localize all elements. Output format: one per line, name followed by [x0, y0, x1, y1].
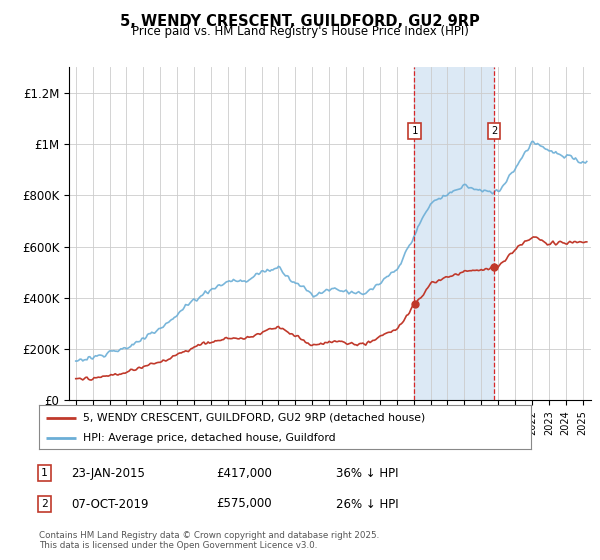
Text: Contains HM Land Registry data © Crown copyright and database right 2025.
This d: Contains HM Land Registry data © Crown c…: [39, 531, 379, 550]
Text: 36% ↓ HPI: 36% ↓ HPI: [336, 466, 398, 480]
Text: 26% ↓ HPI: 26% ↓ HPI: [336, 497, 398, 511]
Text: 1: 1: [41, 468, 47, 478]
Bar: [415, 67, 494, 400]
Text: 2: 2: [41, 499, 47, 509]
Text: Price paid vs. HM Land Registry's House Price Index (HPI): Price paid vs. HM Land Registry's House …: [131, 25, 469, 38]
Text: £417,000: £417,000: [216, 466, 272, 480]
Text: £575,000: £575,000: [216, 497, 272, 511]
Text: 07-OCT-2019: 07-OCT-2019: [71, 497, 148, 511]
Text: 1: 1: [412, 126, 418, 136]
Text: 5, WENDY CRESCENT, GUILDFORD, GU2 9RP: 5, WENDY CRESCENT, GUILDFORD, GU2 9RP: [120, 14, 480, 29]
Text: HPI: Average price, detached house, Guildford: HPI: Average price, detached house, Guil…: [83, 433, 336, 443]
Text: 23-JAN-2015: 23-JAN-2015: [71, 466, 145, 480]
Text: 5, WENDY CRESCENT, GUILDFORD, GU2 9RP (detached house): 5, WENDY CRESCENT, GUILDFORD, GU2 9RP (d…: [83, 413, 425, 423]
Text: 2: 2: [491, 126, 497, 136]
